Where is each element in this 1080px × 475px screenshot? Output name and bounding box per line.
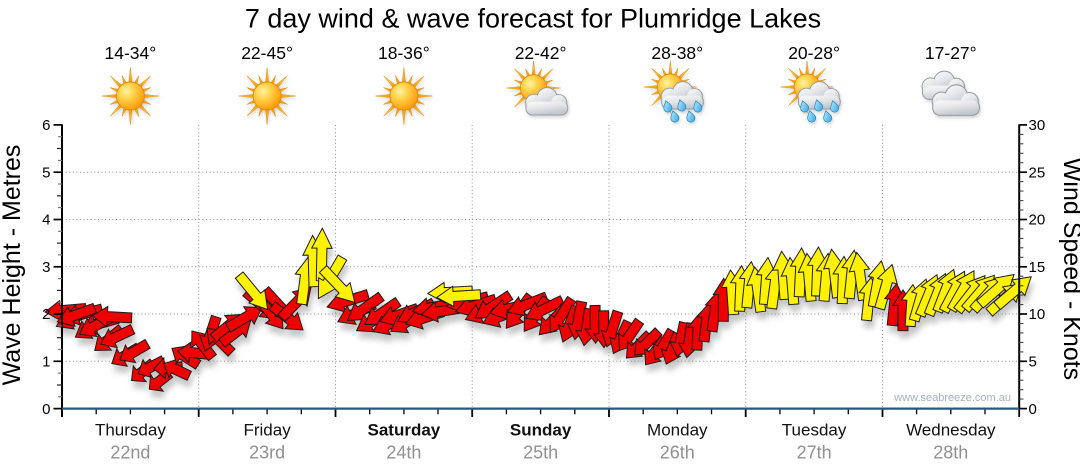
svg-text:26th: 26th [660,443,695,463]
svg-text:Saturday: Saturday [368,421,441,440]
svg-text:15: 15 [1029,259,1046,276]
svg-text:20: 20 [1029,212,1046,229]
svg-text:14-34°: 14-34° [105,43,157,63]
svg-text:7 day wind & wave forecast for: 7 day wind & wave forecast for Plumridge… [245,4,821,34]
svg-text:Monday: Monday [647,421,708,440]
svg-text:Thursday: Thursday [95,421,166,440]
svg-text:2: 2 [42,306,50,323]
svg-text:20-28°: 20-28° [788,43,840,63]
svg-text:Tuesday: Tuesday [782,421,847,440]
svg-text:17-27°: 17-27° [925,43,977,63]
svg-text:22-45°: 22-45° [241,43,293,63]
svg-text:22nd: 22nd [110,443,150,463]
svg-text:30: 30 [1029,117,1046,134]
svg-text:Wave Height - Metres: Wave Height - Metres [0,145,26,386]
svg-text:25th: 25th [523,443,558,463]
svg-text:10: 10 [1029,306,1046,323]
svg-text:5: 5 [42,164,50,181]
svg-text:18-36°: 18-36° [378,43,430,63]
svg-text:3: 3 [42,259,50,276]
svg-text:4: 4 [42,212,50,229]
svg-text:Sunday: Sunday [510,421,572,440]
svg-text:Wednesday: Wednesday [906,421,996,440]
svg-text:25: 25 [1029,164,1046,181]
svg-text:1: 1 [42,354,50,371]
svg-text:5: 5 [1029,354,1037,371]
svg-text:28-38°: 28-38° [651,43,703,63]
svg-text:22-42°: 22-42° [515,43,567,63]
svg-text:27th: 27th [797,443,832,463]
svg-text:28th: 28th [933,443,968,463]
svg-text:0: 0 [42,401,50,418]
svg-text:24th: 24th [386,443,421,463]
svg-text:Friday: Friday [243,421,291,440]
svg-text:0: 0 [1029,401,1037,418]
svg-text:Wind Speed - Knots: Wind Speed - Knots [1058,158,1080,380]
svg-text:www.seabreeze.com.au: www.seabreeze.com.au [893,392,1011,404]
svg-text:23rd: 23rd [249,443,285,463]
svg-text:6: 6 [42,117,50,134]
